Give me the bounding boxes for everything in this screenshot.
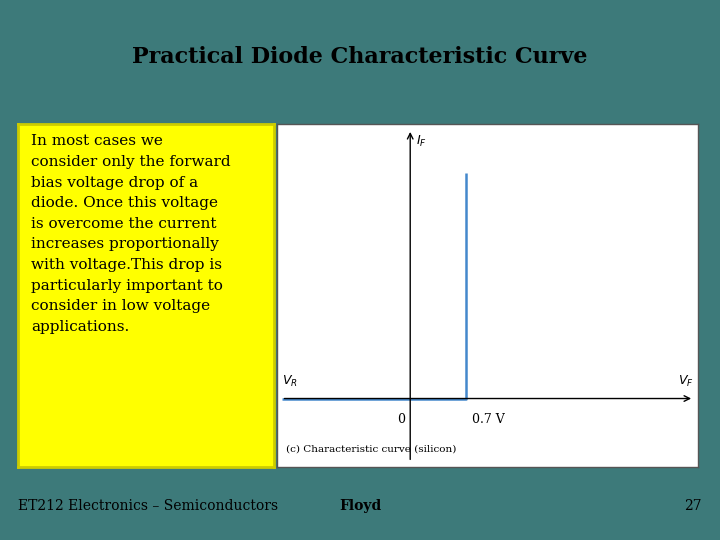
- Text: ET212 Electronics – Semiconductors: ET212 Electronics – Semiconductors: [18, 499, 278, 513]
- Text: $V_F$: $V_F$: [678, 374, 694, 389]
- Text: In most cases we
consider only the forward
bias voltage drop of a
diode. Once th: In most cases we consider only the forwa…: [31, 134, 230, 334]
- Text: 27: 27: [685, 499, 702, 513]
- Text: (c) Characteristic curve (silicon): (c) Characteristic curve (silicon): [286, 444, 456, 454]
- Text: 0.7 V: 0.7 V: [472, 413, 505, 426]
- Text: 0: 0: [397, 413, 405, 426]
- Text: $V_R$: $V_R$: [282, 374, 297, 389]
- Text: Practical Diode Characteristic Curve: Practical Diode Characteristic Curve: [132, 46, 588, 68]
- Text: $I_F$: $I_F$: [415, 134, 426, 149]
- Text: Floyd: Floyd: [339, 499, 381, 513]
